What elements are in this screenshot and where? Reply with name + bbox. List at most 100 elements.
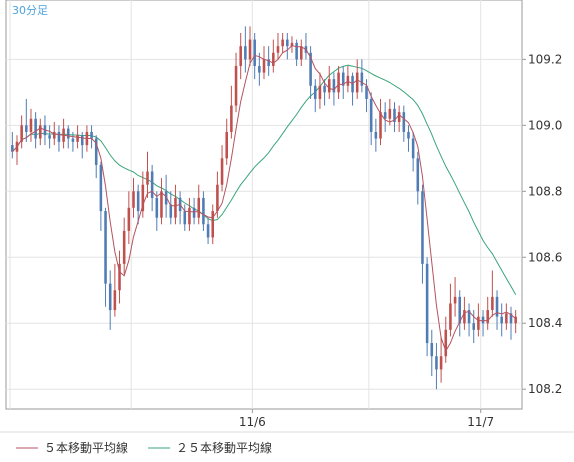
candle-body	[90, 131, 93, 139]
candle-body	[276, 46, 280, 53]
candle-body	[25, 125, 28, 132]
candle-body	[57, 131, 61, 142]
candle-body	[514, 316, 517, 324]
candle-body	[397, 112, 401, 123]
candle-body	[262, 59, 266, 73]
candle-body	[99, 164, 103, 212]
candle-body	[127, 207, 131, 231]
candle-body	[132, 191, 135, 208]
y-tick-label: 108.6	[528, 250, 562, 264]
candle-body	[136, 191, 140, 212]
candle-body	[491, 296, 494, 311]
candle-body	[52, 131, 56, 139]
candle-body	[421, 191, 424, 264]
candle-body	[430, 343, 434, 357]
candle-body	[188, 207, 191, 225]
candle-body	[327, 79, 331, 93]
candle-body	[29, 118, 33, 132]
candle-body	[118, 263, 121, 291]
candle-body	[48, 135, 51, 139]
y-tick-label: 108.4	[528, 316, 562, 330]
candle-body	[383, 112, 387, 119]
candle-body	[388, 108, 392, 119]
candle-body	[505, 313, 508, 324]
candle-body	[20, 125, 23, 142]
candle-body	[94, 138, 98, 165]
x-tick-label: 11/7	[467, 415, 494, 429]
candle-body	[104, 211, 107, 284]
candle-body	[253, 39, 256, 66]
candle-body	[355, 72, 359, 93]
candle-body	[122, 230, 126, 264]
candle-body	[272, 52, 275, 66]
candle-body	[467, 310, 471, 324]
candle-body	[39, 125, 42, 139]
candle-body	[309, 52, 312, 86]
timeframe-label: 30分足	[12, 4, 48, 17]
candle-body	[379, 112, 382, 139]
candle-body	[300, 46, 303, 60]
candle-body	[286, 39, 289, 47]
y-axis: 109.2 109.0 108.8 108.6 108.4 108.2	[522, 52, 562, 396]
candle-body	[374, 131, 378, 139]
candle-body	[202, 197, 205, 225]
candle-body	[495, 296, 499, 317]
candle-body	[248, 39, 252, 60]
candle-body	[318, 85, 322, 99]
legend-label: ２５本移動平均線	[176, 440, 272, 455]
candle-body	[477, 316, 480, 330]
candle-body	[211, 211, 215, 238]
candle-body	[458, 296, 462, 324]
legend: ５本移動平均線 ２５本移動平均線	[16, 440, 272, 455]
candle-body	[425, 263, 429, 344]
candle-body	[332, 79, 336, 93]
candle-body	[435, 356, 438, 370]
candle-body	[160, 191, 163, 218]
legend-label: ５本移動平均線	[44, 440, 128, 455]
candle-body	[481, 316, 485, 324]
candle-body	[472, 323, 476, 330]
candle-body	[192, 207, 196, 218]
candle-body	[295, 42, 298, 60]
ma5-line	[11, 44, 517, 353]
candle-body	[34, 118, 37, 139]
candle-body	[258, 65, 261, 73]
candle-body	[164, 191, 168, 205]
candle-body	[323, 85, 326, 93]
candle-body	[393, 108, 396, 123]
candle-body	[337, 72, 340, 93]
candle-body	[183, 211, 187, 225]
y-tick-label: 109.2	[528, 52, 562, 66]
candle-body	[341, 72, 345, 86]
candle-body	[174, 197, 177, 218]
candle-body	[402, 112, 406, 132]
y-tick-label: 109.0	[528, 118, 562, 132]
y-tick-label: 108.2	[528, 382, 562, 396]
candle-body	[463, 310, 466, 324]
candle-body	[267, 59, 270, 66]
candle-body	[220, 158, 224, 185]
candle-body	[113, 290, 117, 311]
candles	[11, 26, 517, 390]
candle-body	[71, 138, 75, 142]
candle-body	[155, 197, 159, 218]
candle-body	[439, 356, 443, 370]
candle-body	[108, 283, 112, 311]
candle-body	[407, 131, 410, 139]
candle-body	[66, 128, 70, 139]
candle-body	[239, 46, 242, 66]
candle-body	[486, 310, 489, 324]
candle-body	[11, 145, 14, 152]
candle-body	[313, 85, 317, 99]
candle-body	[206, 224, 210, 238]
candle-body	[150, 171, 154, 198]
x-axis: 11/6 11/7	[239, 409, 494, 429]
x-tick-label: 11/6	[239, 415, 266, 429]
candle-body	[416, 158, 420, 192]
candle-body	[76, 135, 79, 142]
candle-body	[500, 316, 503, 324]
candle-body	[244, 46, 247, 60]
ma5-layer	[11, 44, 517, 353]
candle-body	[197, 197, 201, 218]
